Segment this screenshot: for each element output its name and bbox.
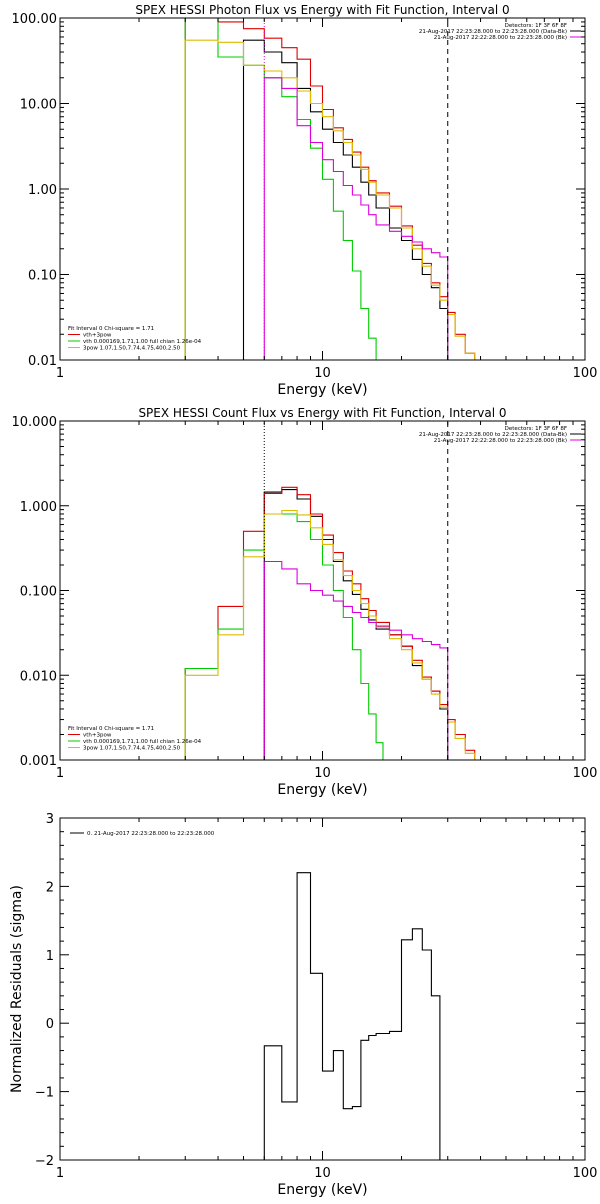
x-axis-label: Energy (keV) xyxy=(277,382,367,398)
y-tick-label: 10.000 xyxy=(12,415,58,430)
series-line-2 xyxy=(184,18,384,360)
y-tick-label: 100.00 xyxy=(12,12,58,27)
series-line-4 xyxy=(263,77,449,360)
legend-entry-text: vth+3pow xyxy=(83,333,112,339)
series-line-0 xyxy=(263,489,449,760)
x-tick-label: 100 xyxy=(573,366,598,381)
series-line-1 xyxy=(184,18,476,360)
legend-entry-text: Detectors: 1F 3F 6F 8F xyxy=(505,23,567,29)
y-tick-label: −2 xyxy=(35,1154,54,1169)
series-line-1 xyxy=(184,486,482,760)
legend-entry-text: 21-Aug-2017 22:23:28.000 to 22:23:28.000… xyxy=(419,432,567,438)
plot-area xyxy=(263,872,441,1160)
x-tick-label: 10 xyxy=(314,366,331,381)
residuals-panel: 1 10 100 −2 −1 0 1 2 3 Energy (keV) Normalized Res… xyxy=(9,812,597,1198)
chart-title: SPEX HESSI Photon Flux vs Energy with Fi… xyxy=(135,3,509,17)
x-tick-label: 10 xyxy=(314,1166,331,1181)
count-flux-panel: 1 10 100 0.001 0.010 0.100 1.000 10.000 SPEX HES… xyxy=(12,406,598,798)
series-line-0 xyxy=(242,39,449,360)
plot-area xyxy=(184,486,482,760)
y-tick-label: 0.01 xyxy=(28,354,57,369)
x-tick-label: 1 xyxy=(56,1166,64,1181)
x-tick-label: 1 xyxy=(56,766,64,781)
chart-title: SPEX HESSI Count Flux vs Energy with Fit… xyxy=(138,406,506,420)
legend-entry-text: 3pow 1.07,1.50,7.74,4.75,400,2.50 xyxy=(83,346,181,352)
legend-entry-text: Detectors: 1F 3F 6F 8F xyxy=(505,426,567,432)
x-tick-label: 1 xyxy=(56,366,64,381)
series-line-3 xyxy=(184,39,476,360)
y-tick-label: 2 xyxy=(46,880,54,895)
legend-entry-text: 0. 21-Aug-2017 22:23:28.000 to 22:23:28.… xyxy=(87,831,215,837)
x-tick-label: 10 xyxy=(314,766,331,781)
y-tick-label: 1.000 xyxy=(20,500,57,515)
y-tick-label: 0 xyxy=(46,1017,54,1032)
legend-entry-text: 21-Aug-2017 22:23:28.000 to 22:23:28.000… xyxy=(419,29,567,35)
legend-entry-text: Fit Interval 0 Chi-square = 1.71 xyxy=(68,726,154,732)
legend-entry-text: Fit Interval 0 Chi-square = 1.71 xyxy=(68,326,154,332)
series-line-0 xyxy=(263,872,441,1160)
y-tick-label: 0.001 xyxy=(20,754,57,769)
axes-frame xyxy=(59,17,586,361)
x-tick-label: 100 xyxy=(573,766,598,781)
series-line-2 xyxy=(184,513,384,760)
y-tick-label: 1 xyxy=(46,949,54,964)
x-tick-label: 100 xyxy=(573,1166,598,1181)
y-tick-label: 0.10 xyxy=(28,269,57,284)
y-tick-label: −1 xyxy=(35,1086,54,1101)
legend-entry-text: vth 0.000169,1.71,1.00 full chian 1.26e-… xyxy=(83,739,202,745)
photon-flux-panel: 1 10 100 0.01 0.10 1.00 10.00 100.00 SPEX HESSI … xyxy=(12,3,598,398)
series-line-3 xyxy=(184,509,482,760)
legend-entry-text: 21-Aug-2017 22:22:28.000 to 22:23:28.000… xyxy=(434,438,567,444)
y-tick-label: 0.010 xyxy=(20,669,57,684)
legend-entry-text: vth+3pow xyxy=(83,733,112,739)
x-axis-label: Energy (keV) xyxy=(277,1182,367,1198)
legend-entry-text: 21-Aug-2017 22:22:28.000 to 22:23:28.000… xyxy=(434,35,567,41)
y-axis-label: Normalized Residuals (sigma) xyxy=(9,885,25,1093)
y-tick-label: 3 xyxy=(46,812,54,827)
legend-entry-text: vth 0.000169,1.71,1.00 full chian 1.26e-… xyxy=(83,339,202,345)
y-tick-label: 10.00 xyxy=(20,98,57,113)
legend-entry-text: 3pow 1.07,1.50,7.74,4.75,400,2.50 xyxy=(83,746,181,752)
series-line-4 xyxy=(263,560,449,760)
plot-area xyxy=(184,18,476,360)
x-axis-label: Energy (keV) xyxy=(277,782,367,798)
y-tick-label: 1.00 xyxy=(28,183,57,198)
y-tick-label: 0.100 xyxy=(20,585,57,600)
